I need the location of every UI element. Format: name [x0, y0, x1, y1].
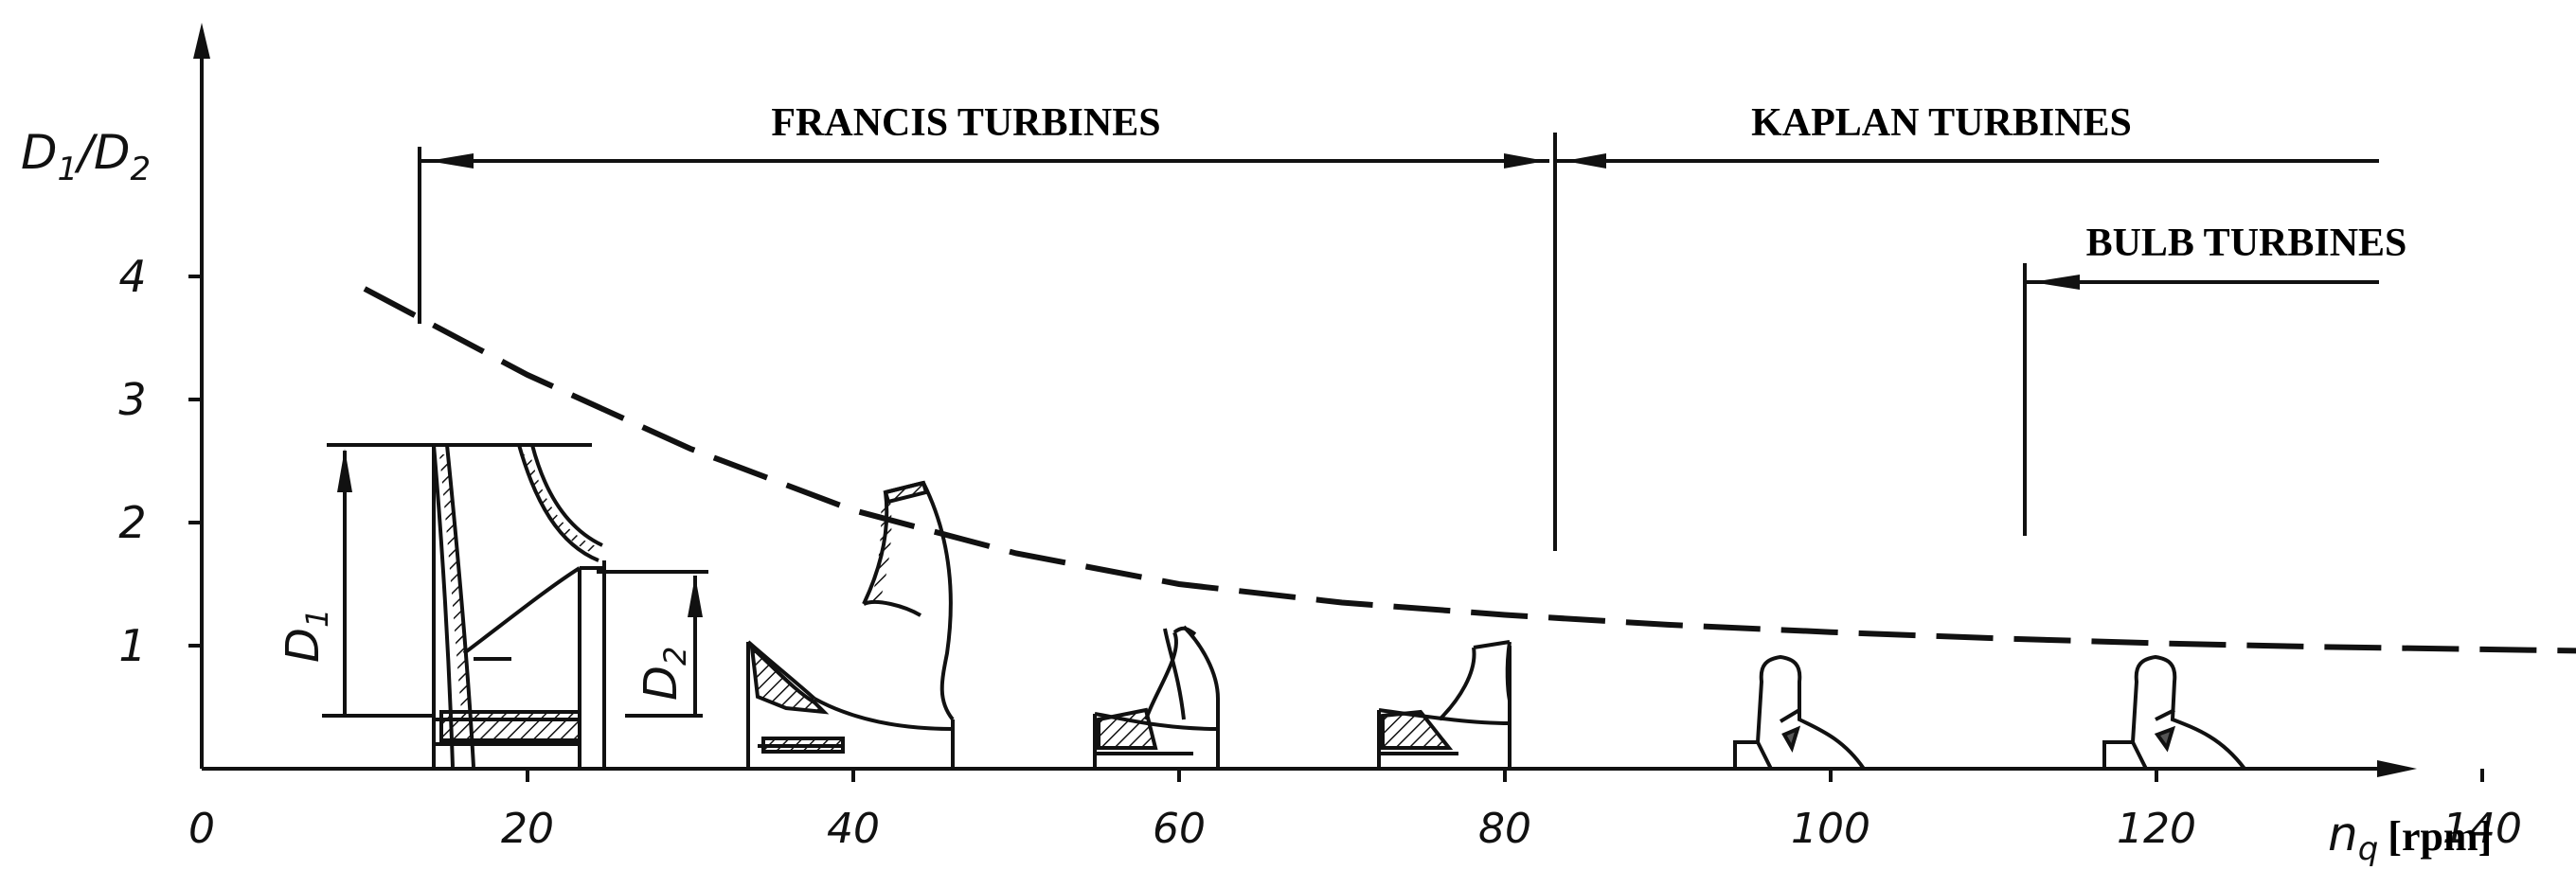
x-tick-label: 120 [2117, 805, 2196, 853]
francis-runner-low-nq [327, 443, 606, 771]
francis-arrow-left [428, 153, 474, 169]
y-tick-label: 1 [118, 620, 146, 671]
d2-dimension [597, 570, 708, 718]
y-tick-label: 4 [118, 251, 146, 302]
range-brackets [418, 133, 2379, 551]
x-tick-label: 40 [827, 805, 880, 853]
y-tick-labels: 1 2 3 4 [118, 251, 146, 671]
x-tick-labels: 020406080100120140160180 [188, 805, 2522, 853]
y-axis-arrow [193, 23, 210, 59]
x-axis-label: nq [rpm] [2328, 807, 2492, 868]
x-axis-arrow [2377, 760, 2417, 777]
bulb-label-bg [2042, 214, 2479, 275]
ratio-curve [363, 286, 2576, 654]
kaplan-arrow-left [1565, 153, 1606, 169]
francis-runner-nq-85 [1093, 625, 1220, 769]
bulb-runner [2102, 654, 2246, 771]
x-tick-label: 0 [188, 805, 215, 853]
francis-runner-nq-112 [1377, 640, 1512, 769]
francis-runner-mid-nq [746, 480, 955, 769]
francis-arrow-right [1504, 153, 1546, 169]
y-tick-marks [188, 275, 202, 648]
kaplan-label: KAPLAN TURBINES [1751, 101, 2132, 145]
d1-label: D1 [277, 609, 335, 663]
y-tick-label: 2 [118, 497, 146, 548]
y-axis-label: D1/D2 [21, 125, 151, 188]
x-tick-label: 20 [501, 805, 554, 853]
x-tick-label: 100 [1791, 805, 1870, 853]
francis-label-bg [701, 91, 1231, 159]
x-tick-marks [526, 769, 2484, 782]
francis-label: FRANCIS TURBINES [771, 101, 1160, 145]
kaplan-label-bg [1673, 91, 2222, 159]
bulb-label: BULB TURBINES [2086, 222, 2407, 265]
x-tick-label: 60 [1153, 805, 1206, 853]
x-tick-label: 140 [2442, 805, 2522, 853]
d2-label: D2 [635, 647, 693, 701]
x-tick-label: 80 [1478, 805, 1531, 853]
kaplan-runner [1733, 654, 1866, 771]
bulb-arrow-left [2032, 275, 2080, 290]
d1-dimension [322, 449, 436, 718]
y-tick-label: 3 [118, 374, 146, 425]
